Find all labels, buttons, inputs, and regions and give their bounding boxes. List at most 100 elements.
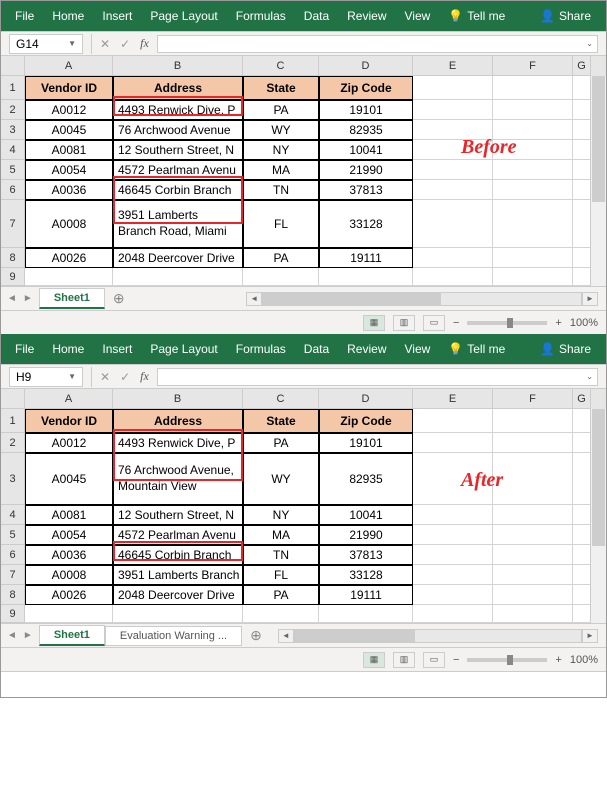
cell[interactable]: 3951 Lamberts Branch Road, Miami: [113, 200, 243, 248]
cell[interactable]: [493, 248, 573, 268]
col-header-D[interactable]: D: [319, 56, 413, 76]
cell[interactable]: [493, 100, 573, 120]
cell[interactable]: WY: [243, 120, 319, 140]
scroll-left-icon[interactable]: ◄: [278, 629, 294, 643]
header-cell[interactable]: Zip Code: [319, 76, 413, 100]
cell[interactable]: [243, 268, 319, 286]
row-header[interactable]: 8: [1, 585, 25, 605]
cell[interactable]: [413, 268, 493, 286]
formula-bar[interactable]: ⌄: [157, 35, 598, 53]
zoom-out-icon[interactable]: −: [453, 654, 459, 666]
cell[interactable]: [413, 160, 493, 180]
cell[interactable]: A0008: [25, 200, 113, 248]
view-break-icon[interactable]: ▭: [423, 315, 445, 331]
cell[interactable]: WY: [243, 453, 319, 505]
cell[interactable]: 46645 Corbin Branch: [113, 545, 243, 565]
cell[interactable]: [573, 200, 591, 248]
cell[interactable]: A0036: [25, 545, 113, 565]
row-header[interactable]: 3: [1, 453, 25, 505]
col-header-F[interactable]: F: [493, 56, 573, 76]
cell[interactable]: [493, 409, 573, 433]
cell[interactable]: [573, 409, 591, 433]
cell[interactable]: [573, 453, 591, 505]
row-header[interactable]: 4: [1, 505, 25, 525]
cell[interactable]: [573, 585, 591, 605]
col-header-C[interactable]: C: [243, 389, 319, 409]
cell[interactable]: PA: [243, 248, 319, 268]
header-cell[interactable]: Address: [113, 76, 243, 100]
cell[interactable]: 4572 Pearlman Avenu: [113, 525, 243, 545]
cell[interactable]: [573, 100, 591, 120]
cell[interactable]: 2048 Deercover Drive: [113, 248, 243, 268]
cell[interactable]: TN: [243, 180, 319, 200]
cell[interactable]: TN: [243, 545, 319, 565]
cell[interactable]: [413, 248, 493, 268]
cell[interactable]: FL: [243, 565, 319, 585]
tab-home[interactable]: Home: [43, 1, 93, 31]
header-cell[interactable]: Vendor ID: [25, 76, 113, 100]
cell[interactable]: 46645 Corbin Branch: [113, 180, 243, 200]
cell[interactable]: A0026: [25, 248, 113, 268]
cell[interactable]: [573, 433, 591, 453]
cell[interactable]: [413, 76, 493, 100]
cancel-icon[interactable]: ✕: [100, 370, 110, 384]
tab-page-layout[interactable]: Page Layout: [141, 334, 226, 364]
cell[interactable]: 2048 Deercover Drive: [113, 585, 243, 605]
row-header[interactable]: 4: [1, 140, 25, 160]
cell[interactable]: [413, 505, 493, 525]
cell[interactable]: [413, 525, 493, 545]
cell[interactable]: [413, 585, 493, 605]
zoom-level[interactable]: 100%: [570, 654, 598, 666]
cell[interactable]: 12 Southern Street, N: [113, 505, 243, 525]
row-header[interactable]: 9: [1, 605, 25, 623]
vscroll[interactable]: [590, 409, 606, 623]
cell[interactable]: 37813: [319, 180, 413, 200]
tab-formulas[interactable]: Formulas: [227, 334, 295, 364]
row-header[interactable]: 5: [1, 160, 25, 180]
cell[interactable]: [413, 180, 493, 200]
cell[interactable]: 10041: [319, 140, 413, 160]
cell[interactable]: [493, 160, 573, 180]
row-header[interactable]: 5: [1, 525, 25, 545]
row-header[interactable]: 6: [1, 545, 25, 565]
cell[interactable]: [573, 140, 591, 160]
cell[interactable]: [493, 76, 573, 100]
share-button[interactable]: 👤Share: [531, 1, 600, 31]
nav-next-icon[interactable]: ►: [23, 293, 33, 304]
cell[interactable]: 21990: [319, 160, 413, 180]
cell[interactable]: 76 Archwood Avenue: [113, 120, 243, 140]
cell[interactable]: [573, 248, 591, 268]
cell[interactable]: 10041: [319, 505, 413, 525]
zoom-out-icon[interactable]: −: [453, 317, 459, 329]
view-page-icon[interactable]: ▥: [393, 652, 415, 668]
cell[interactable]: [413, 409, 493, 433]
cell[interactable]: MA: [243, 525, 319, 545]
cell[interactable]: 19111: [319, 248, 413, 268]
header-cell[interactable]: Address: [113, 409, 243, 433]
col-header-D[interactable]: D: [319, 389, 413, 409]
col-header-E[interactable]: E: [413, 56, 493, 76]
zoom-in-icon[interactable]: +: [555, 317, 561, 329]
col-header-E[interactable]: E: [413, 389, 493, 409]
zoom-slider[interactable]: [467, 658, 547, 662]
expand-icon[interactable]: ⌄: [586, 372, 593, 381]
cell[interactable]: PA: [243, 100, 319, 120]
cell[interactable]: PA: [243, 585, 319, 605]
tab-review[interactable]: Review: [338, 334, 395, 364]
cell[interactable]: A0026: [25, 585, 113, 605]
cell[interactable]: [413, 605, 493, 623]
cell[interactable]: [243, 605, 319, 623]
cell[interactable]: [573, 605, 591, 623]
cell[interactable]: 3951 Lamberts Branch: [113, 565, 243, 585]
row-header[interactable]: 1: [1, 409, 25, 433]
cell[interactable]: [319, 268, 413, 286]
cell[interactable]: [493, 200, 573, 248]
hscroll[interactable]: ◄ ►: [246, 292, 598, 306]
cell[interactable]: [113, 268, 243, 286]
cell[interactable]: [573, 505, 591, 525]
cell[interactable]: [493, 585, 573, 605]
hscroll[interactable]: ◄ ►: [278, 629, 598, 643]
scroll-left-icon[interactable]: ◄: [246, 292, 262, 306]
view-page-icon[interactable]: ▥: [393, 315, 415, 331]
cell[interactable]: 33128: [319, 565, 413, 585]
